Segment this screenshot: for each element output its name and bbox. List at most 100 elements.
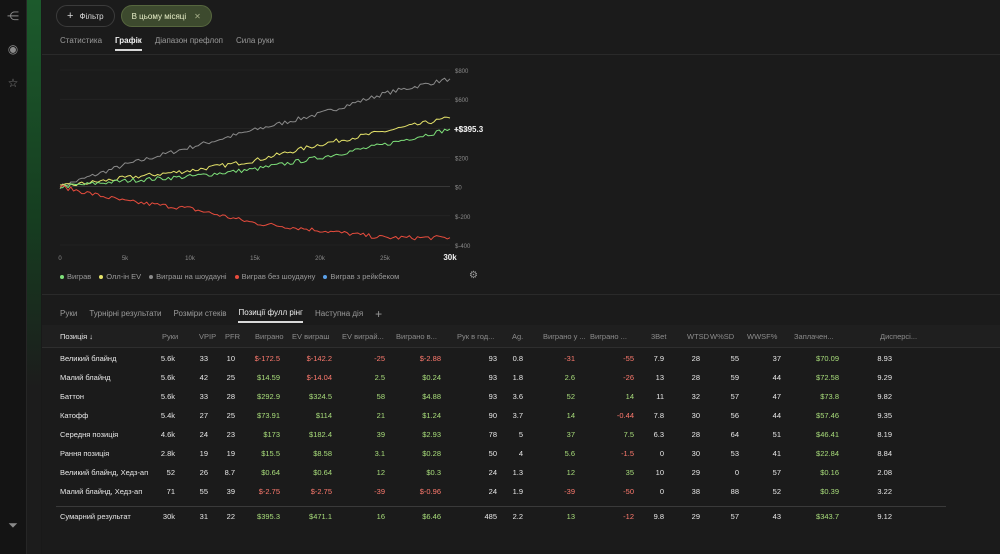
position-name: Сумарний результат <box>60 512 131 521</box>
table-cell: $6.46 <box>422 512 441 521</box>
column-header[interactable]: Виграно ... <box>590 332 627 341</box>
table-cell: 44 <box>772 411 781 420</box>
table-cell: 9.8 <box>653 512 664 521</box>
table-cell: 5 <box>518 430 523 439</box>
column-header[interactable]: Виграно <box>255 332 284 341</box>
share-icon[interactable]: ⋲ <box>7 9 19 23</box>
column-header[interactable]: 3Bet <box>651 332 667 341</box>
column-header[interactable]: Дисперсі... <box>880 332 918 341</box>
table-cell: 28 <box>226 392 235 401</box>
x-tick-label: 25k <box>380 256 391 262</box>
table-cell: 23 <box>226 430 235 439</box>
table-cell: 2.2 <box>512 512 523 521</box>
column-header[interactable]: Позиція ↓ <box>60 332 93 341</box>
legend-showdown[interactable]: Виграш на шоудауні <box>149 272 227 281</box>
star-list-icon[interactable]: ☆ <box>7 76 19 90</box>
table-cell: $114 <box>315 411 332 420</box>
table-cell: 8.84 <box>877 449 892 458</box>
table-cell: $0.16 <box>820 468 839 477</box>
table-cell: 38 <box>691 487 700 496</box>
column-header[interactable]: Ag. <box>512 332 524 341</box>
broadcast-icon[interactable]: ◉ <box>7 42 19 56</box>
table-cell: $471.1 <box>309 512 332 521</box>
column-header[interactable]: Виграно у ... <box>543 332 586 341</box>
table-cell: 50 <box>488 449 497 458</box>
total-row[interactable]: Сумарний результат 30k 31 22 $395.3 $471.1 16 $… <box>42 508 1000 527</box>
tab-full-ring-positions[interactable]: Позиції фулл рінг <box>238 308 303 323</box>
table-cell: $292.9 <box>257 392 280 401</box>
y-tick-label: $-400 <box>455 244 471 250</box>
table-cell: $8.58 <box>313 449 332 458</box>
gear-icon[interactable]: ⚙ <box>469 270 478 281</box>
tab-tournament-results[interactable]: Турнірні результати <box>89 309 162 318</box>
table-row[interactable]: Середня позиція 4.6k 24 23 $173 $182.4 39 $2.93… <box>42 426 1000 445</box>
table-row[interactable]: Великий блайнд, Хедз-ап 52 26 8.7 $0.64 $0.64… <box>42 464 1000 483</box>
tab-next-action[interactable]: Наступна дія <box>314 309 364 318</box>
table-cell: -50 <box>623 487 634 496</box>
table-cell: 57 <box>730 512 739 521</box>
tab-hands[interactable]: Руки <box>60 309 78 318</box>
add-tab-icon[interactable]: + <box>375 306 383 321</box>
filter-button[interactable]: + Фільтр <box>56 5 115 27</box>
column-header[interactable]: Заплачен... <box>794 332 834 341</box>
table-cell: 88 <box>730 487 739 496</box>
table-cell: 6.3 <box>653 430 664 439</box>
legend-rakeback[interactable]: Виграв з рейкбеком <box>323 272 399 281</box>
table-cell: 3.1 <box>374 449 385 458</box>
column-header[interactable]: WWSF% <box>747 332 778 341</box>
divider <box>42 54 1000 55</box>
table-row[interactable]: Катофф 5.4k 27 25 $73.91 $114 21 $1.24 90 3.7 14 -0… <box>42 407 1000 426</box>
table-cell: 7.5 <box>623 430 634 439</box>
table-cell: 31 <box>199 512 208 521</box>
table-cell: 5.6 <box>564 449 575 458</box>
y-tick-label: $-200 <box>455 215 471 221</box>
table-cell: $-14.04 <box>306 373 332 382</box>
close-icon[interactable]: ✕ <box>194 11 201 21</box>
y-tick-label: $400 <box>455 127 469 133</box>
tab-stack-sizes[interactable]: Розміри стеків <box>173 309 227 318</box>
column-header[interactable]: EV виграй... <box>342 332 384 341</box>
table-cell: $-2.75 <box>258 487 280 496</box>
column-header[interactable]: Руки <box>162 332 179 341</box>
table-cell: $-2.75 <box>310 487 332 496</box>
period-chip[interactable]: В цьому місяці ✕ <box>120 5 212 27</box>
legend-allin-ev[interactable]: Олл-ін EV <box>99 272 141 281</box>
column-header[interactable]: VPIP <box>199 332 217 341</box>
tab-statistics[interactable]: Статистика <box>60 36 103 45</box>
tab-hand-strength[interactable]: Сила руки <box>236 36 274 45</box>
tab-graph[interactable]: Графік <box>115 36 142 51</box>
table-cell: 39 <box>376 430 385 439</box>
period-label: В цьому місяці <box>131 11 187 21</box>
table-row[interactable]: Баттон 5.6k 33 28 $292.9 $324.5 58 $4.88 93 3.6 52… <box>42 388 1000 407</box>
table-cell: 39 <box>226 487 235 496</box>
column-header[interactable]: PFR <box>225 332 240 341</box>
legend-non-showdown[interactable]: Виграв без шоудауну <box>234 272 315 281</box>
table-cell: -1.5 <box>621 449 634 458</box>
table-cell: 35 <box>625 468 634 477</box>
column-header[interactable]: EV виграш <box>292 332 330 341</box>
table-cell: 29 <box>691 468 700 477</box>
filter-icon[interactable]: ⏷ <box>8 518 18 532</box>
legend-won[interactable]: Виграв <box>60 272 91 281</box>
column-header[interactable]: Виграно в... <box>396 332 437 341</box>
column-header[interactable]: W%SD <box>710 332 735 341</box>
table-cell: 24 <box>488 468 497 477</box>
column-header[interactable]: WTSD <box>687 332 710 341</box>
table-cell: 9.12 <box>877 512 892 521</box>
y-tick-label: $600 <box>455 98 469 104</box>
table-row[interactable]: Малий блайнд, Хедз-ап 71 55 39 $-2.75 $-2.75 -… <box>42 483 1000 502</box>
table-cell: $-142.2 <box>306 354 332 363</box>
table-cell: 11 <box>656 392 664 401</box>
table-cell: $70.09 <box>816 354 839 363</box>
table-row[interactable]: Великий блайнд 5.6k 33 10 $-172.5 $-142.2 -25 $… <box>42 350 1000 369</box>
table-cell: 14 <box>625 392 634 401</box>
tab-preflop-range[interactable]: Діапазон префлоп <box>154 36 223 45</box>
table-cell: 30 <box>691 449 700 458</box>
table-row[interactable]: Малий блайнд 5.6k 42 25 $14.59 $-14.04 2.5 $0.2… <box>42 369 1000 388</box>
position-name: Середня позиція <box>60 430 119 439</box>
table-cell: 24 <box>488 487 497 496</box>
table-row[interactable]: Рання позиція 2.8k 19 19 $15.5 $8.58 3.1 $0.28 5… <box>42 445 1000 464</box>
table-cell: 10 <box>655 468 664 477</box>
column-header[interactable]: Рук в год... <box>457 332 495 341</box>
table-cell: 55 <box>730 354 739 363</box>
